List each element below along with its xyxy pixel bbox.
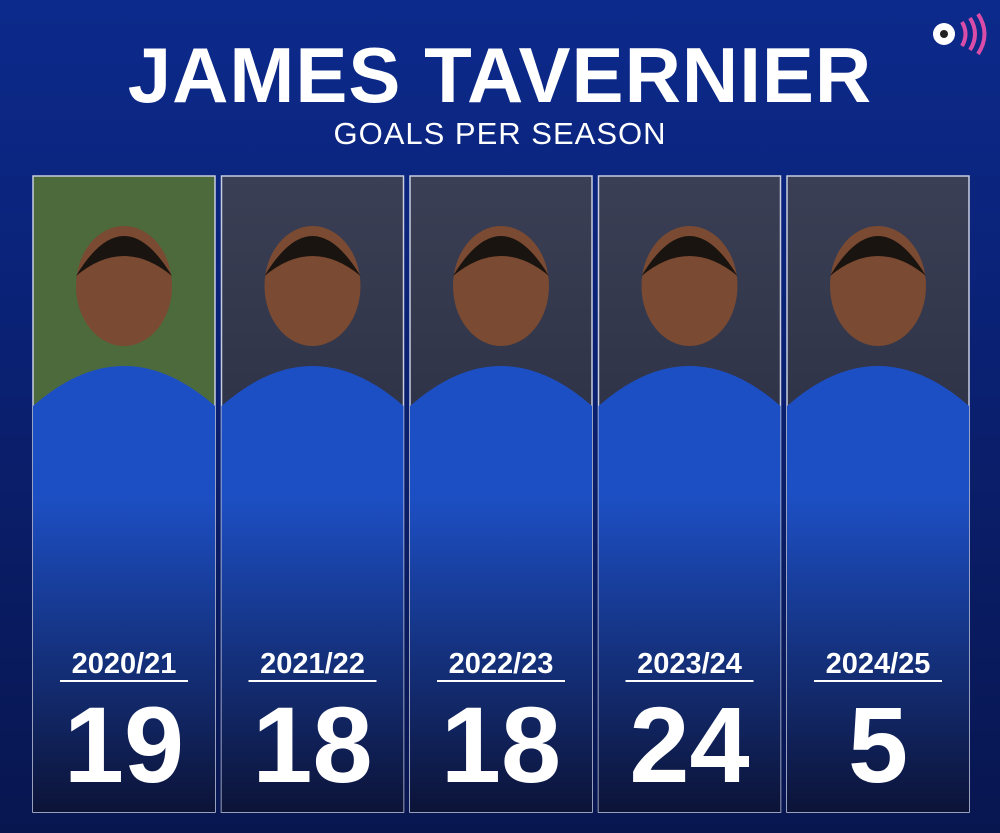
player-hair <box>641 236 738 276</box>
season-panel: 2023/24 24 <box>597 175 782 813</box>
title: JAMES TAVERNIER <box>128 31 873 119</box>
goals-value: 24 <box>629 684 749 805</box>
season-panel: 2024/25 5 <box>786 175 970 813</box>
player-hair <box>76 236 172 276</box>
goals-value: 18 <box>252 684 372 805</box>
panel-fade <box>598 496 781 812</box>
season-panel: 2022/23 18 <box>409 175 593 813</box>
goals-value: 5 <box>848 684 908 805</box>
panel-fade <box>33 496 215 812</box>
panels: 2020/21 19 2021/22 18 2022/23 18 2023/24 24 2024… <box>32 175 970 813</box>
season-label: 2021/22 <box>260 648 365 680</box>
season-label: 2023/24 <box>637 648 742 680</box>
player-hair <box>264 236 361 276</box>
season-label: 2022/23 <box>449 648 554 680</box>
season-panel: 2020/21 19 <box>32 175 216 813</box>
season-label: 2020/21 <box>72 648 177 680</box>
goals-value: 19 <box>64 684 184 805</box>
player-hair <box>453 236 549 276</box>
season-panel: 2021/22 18 <box>220 175 405 813</box>
logo <box>933 12 987 56</box>
season-label: 2024/25 <box>826 648 931 680</box>
panel-fade <box>410 496 592 812</box>
subtitle: GOALS PER SEASON <box>334 116 667 151</box>
panel-fade <box>221 496 404 812</box>
player-hair <box>830 236 926 276</box>
goals-value: 18 <box>441 684 561 805</box>
panel-fade <box>787 496 969 812</box>
